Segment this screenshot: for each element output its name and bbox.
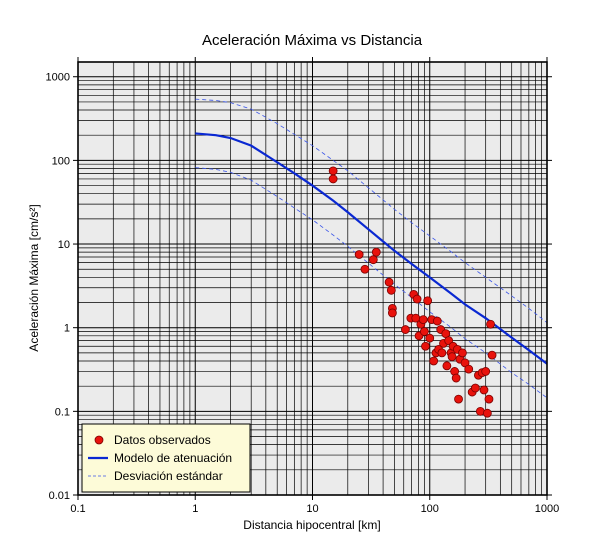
data-point [387,308,397,318]
grid [77,62,547,496]
data-point [386,285,396,295]
data-point [419,327,429,336]
data-point [429,356,439,366]
data-point [454,394,463,404]
x-tick-label: 1000 [535,503,559,515]
legend-label-model: Modelo de atenuación [114,451,232,465]
data-point [487,350,497,360]
data-point [418,315,428,324]
legend-label-observed: Datos observados [114,433,211,447]
legend-box [81,423,251,493]
data-point [437,348,447,358]
data-point [482,408,492,418]
y-tick-label: 0.01 [49,490,70,502]
x-tick-label: 100 [421,503,439,515]
data-point [401,325,410,334]
data-point [481,367,491,376]
y-tick-label: 10 [58,239,70,251]
data-point [412,294,422,304]
data-point [360,264,370,274]
x-tick-label: 1 [192,503,198,515]
data-point [371,247,381,257]
data-point [368,255,378,265]
y-tick-label: 0.1 [55,406,70,418]
chart-title: Aceleración Máxima vs Distancia [202,32,423,49]
data-point [432,316,442,326]
attenuation-model-line [195,132,548,365]
data-point [328,174,338,184]
data-point [328,166,338,176]
data-point [354,250,364,259]
legend: Datos observados Modelo de atenuación De… [81,423,251,493]
data-point [479,385,489,395]
y-tick-label: 1 [64,323,70,335]
legend-point-marker [94,435,104,445]
data-point [470,383,480,393]
data-point [484,394,494,404]
observed-points [328,166,497,418]
x-axis-label: Distancia hipocentral [km] [243,518,380,532]
y-tick-label: 1000 [46,72,70,84]
data-point [458,348,467,358]
legend-label-deviation: Desviación estándar [114,469,223,483]
attenuation-curves [195,98,548,399]
y-tick-label: 100 [52,155,70,167]
data-point [447,352,457,362]
data-point [451,373,461,383]
x-tick-label: 0.1 [70,503,85,515]
data-point [425,333,435,343]
y-axis-label: Aceleración Máxima [cm/s²] [27,204,41,351]
data-point [421,341,430,351]
standard-deviation-line [195,98,548,323]
x-tick-label: 10 [306,503,318,515]
standard-deviation-line [195,167,548,399]
data-point [442,361,452,371]
data-point [486,319,495,329]
data-point [423,296,433,306]
data-point [464,364,474,374]
data-point [384,277,394,287]
